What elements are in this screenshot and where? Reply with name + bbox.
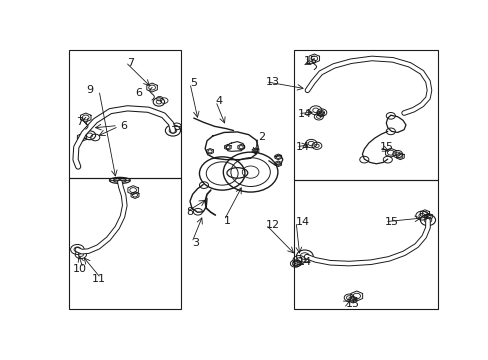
- Text: 3: 3: [191, 238, 199, 248]
- Bar: [294, 180, 437, 309]
- Text: 2: 2: [258, 132, 265, 143]
- Text: 7: 7: [76, 117, 83, 127]
- Text: 15: 15: [379, 142, 393, 152]
- Text: 8: 8: [186, 207, 193, 217]
- Text: 6: 6: [135, 88, 142, 98]
- Text: 11: 11: [91, 274, 105, 284]
- Text: 4: 4: [215, 96, 223, 107]
- Text: 15: 15: [345, 299, 359, 309]
- Text: 6: 6: [120, 121, 126, 131]
- Text: 1: 1: [224, 216, 231, 226]
- Bar: [68, 177, 180, 309]
- Text: 7: 7: [127, 58, 134, 68]
- Text: 14: 14: [296, 217, 309, 227]
- Text: 13: 13: [265, 77, 279, 87]
- Text: 10: 10: [72, 264, 86, 274]
- Text: 14: 14: [297, 109, 311, 119]
- Text: 14: 14: [297, 257, 311, 267]
- Text: 12: 12: [265, 220, 279, 230]
- Bar: [68, 50, 180, 177]
- Text: 15: 15: [303, 56, 317, 66]
- Text: 9: 9: [85, 85, 93, 95]
- Text: 14: 14: [296, 142, 309, 152]
- Text: 15: 15: [385, 217, 398, 227]
- Text: 5: 5: [189, 78, 197, 89]
- Bar: [294, 50, 437, 180]
